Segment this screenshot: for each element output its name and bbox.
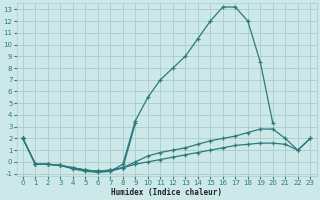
X-axis label: Humidex (Indice chaleur): Humidex (Indice chaleur) — [111, 188, 222, 197]
